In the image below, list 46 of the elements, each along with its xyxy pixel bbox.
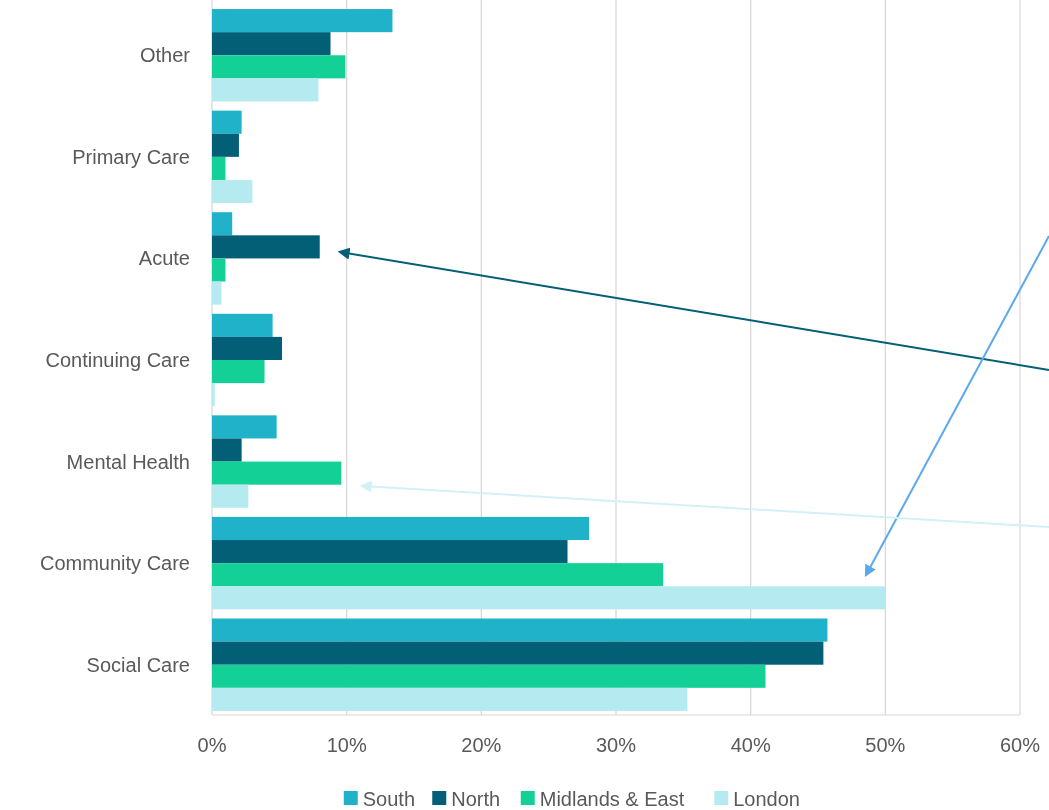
bar — [212, 586, 886, 610]
bar — [212, 32, 331, 56]
y-tick-label: Social Care — [86, 653, 190, 676]
y-tick-label: Acute — [138, 247, 190, 270]
bar — [212, 212, 233, 236]
bar — [212, 687, 688, 711]
bar — [212, 78, 319, 102]
bar — [212, 664, 766, 688]
bar — [212, 360, 265, 384]
bar — [212, 133, 239, 157]
bar — [212, 55, 346, 79]
x-tick-label: 30% — [595, 734, 637, 756]
x-tick-label: 50% — [865, 734, 906, 756]
x-tick-label: 10% — [326, 734, 367, 756]
bar — [212, 281, 222, 305]
legend-label: South — [362, 788, 416, 810]
bar — [212, 179, 253, 204]
bar — [212, 235, 320, 259]
bar — [212, 540, 568, 564]
bar — [212, 461, 342, 485]
bar — [212, 110, 242, 134]
bar — [212, 618, 828, 642]
bar — [212, 336, 283, 360]
legend-label: North — [451, 788, 501, 810]
y-tick-label: Continuing Care — [45, 349, 190, 371]
x-tick-label: 0% — [197, 734, 227, 756]
bar — [212, 9, 393, 33]
bar — [212, 383, 215, 407]
y-tick-label: Primary Care — [72, 145, 190, 168]
bar — [212, 313, 273, 337]
bar — [212, 438, 242, 462]
legend-label: Midlands & East — [539, 788, 685, 810]
bar — [212, 484, 249, 508]
y-tick-label: Community Care — [39, 552, 190, 575]
bar — [212, 641, 824, 665]
bar — [212, 415, 277, 439]
bar — [212, 563, 664, 587]
y-tick-label: Mental Health — [66, 450, 190, 473]
bar — [212, 516, 590, 541]
y-tick-label: Other — [139, 44, 191, 67]
legend-label: London — [733, 788, 800, 810]
bar — [212, 156, 226, 180]
x-tick-label: 60% — [999, 734, 1041, 756]
bar — [212, 258, 226, 282]
x-tick-label: 20% — [461, 734, 502, 756]
x-tick-label: 40% — [730, 734, 771, 756]
